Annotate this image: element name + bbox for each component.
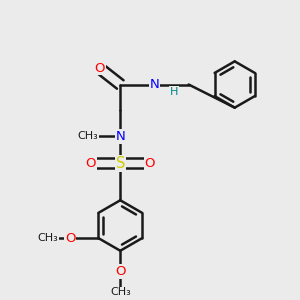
Text: CH₃: CH₃ (38, 233, 58, 243)
Text: O: O (94, 62, 105, 75)
Text: O: O (85, 157, 96, 170)
Text: N: N (150, 78, 159, 91)
Text: CH₃: CH₃ (77, 131, 98, 142)
Text: N: N (116, 130, 125, 143)
Text: CH₃: CH₃ (110, 287, 131, 297)
Text: O: O (115, 265, 125, 278)
Text: S: S (116, 156, 125, 171)
Text: H: H (169, 87, 178, 97)
Text: O: O (145, 157, 155, 170)
Text: O: O (65, 232, 75, 244)
